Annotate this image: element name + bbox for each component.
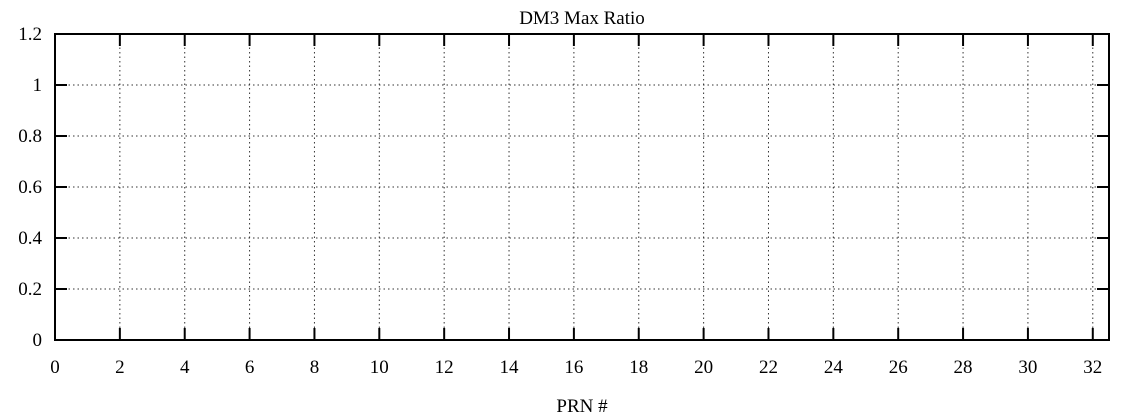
x-tick-labels: 0 2 4 6 8 10 12 14 16 18 20 22 24 26 28 30 32	[50, 357, 1102, 378]
chart-title: DM3 Max Ratio	[519, 8, 645, 29]
y-tick-label: 1	[33, 75, 43, 96]
x-tick-label: 20	[694, 357, 713, 378]
x-tick-label: 28	[954, 357, 973, 378]
x-tick-label: 4	[180, 357, 190, 378]
x-tick-label: 22	[759, 357, 778, 378]
plot-frame	[54, 33, 1110, 341]
y-tick-label: 0.8	[18, 126, 42, 147]
y-tick-label: 0.4	[18, 228, 42, 249]
x-tick-label: 18	[629, 357, 648, 378]
x-tick-label: 26	[889, 357, 908, 378]
x-tick-label: 12	[435, 357, 454, 378]
x-tick-label: 0	[50, 357, 60, 378]
y-tick-label: 0.6	[18, 177, 42, 198]
x-tick-label: 10	[370, 357, 389, 378]
x-tick-label: 6	[245, 357, 255, 378]
x-tick-label: 30	[1018, 357, 1037, 378]
x-tick-label: 16	[564, 357, 583, 378]
x-tick-label: 2	[115, 357, 125, 378]
y-tick-label: 0	[33, 330, 43, 351]
y-tick-label: 0.2	[18, 279, 42, 300]
x-tick-label: 14	[500, 357, 520, 378]
x-tick-label: 32	[1083, 357, 1102, 378]
x-tick-label: 8	[310, 357, 320, 378]
x-tick-label: 24	[824, 357, 844, 378]
x-axis-label: PRN #	[556, 396, 608, 417]
y-tick-labels: 0 0.2 0.4 0.6 0.8 1 1.2	[18, 24, 42, 351]
grid-lines	[55, 34, 1109, 340]
y-tick-label: 1.2	[18, 24, 42, 45]
